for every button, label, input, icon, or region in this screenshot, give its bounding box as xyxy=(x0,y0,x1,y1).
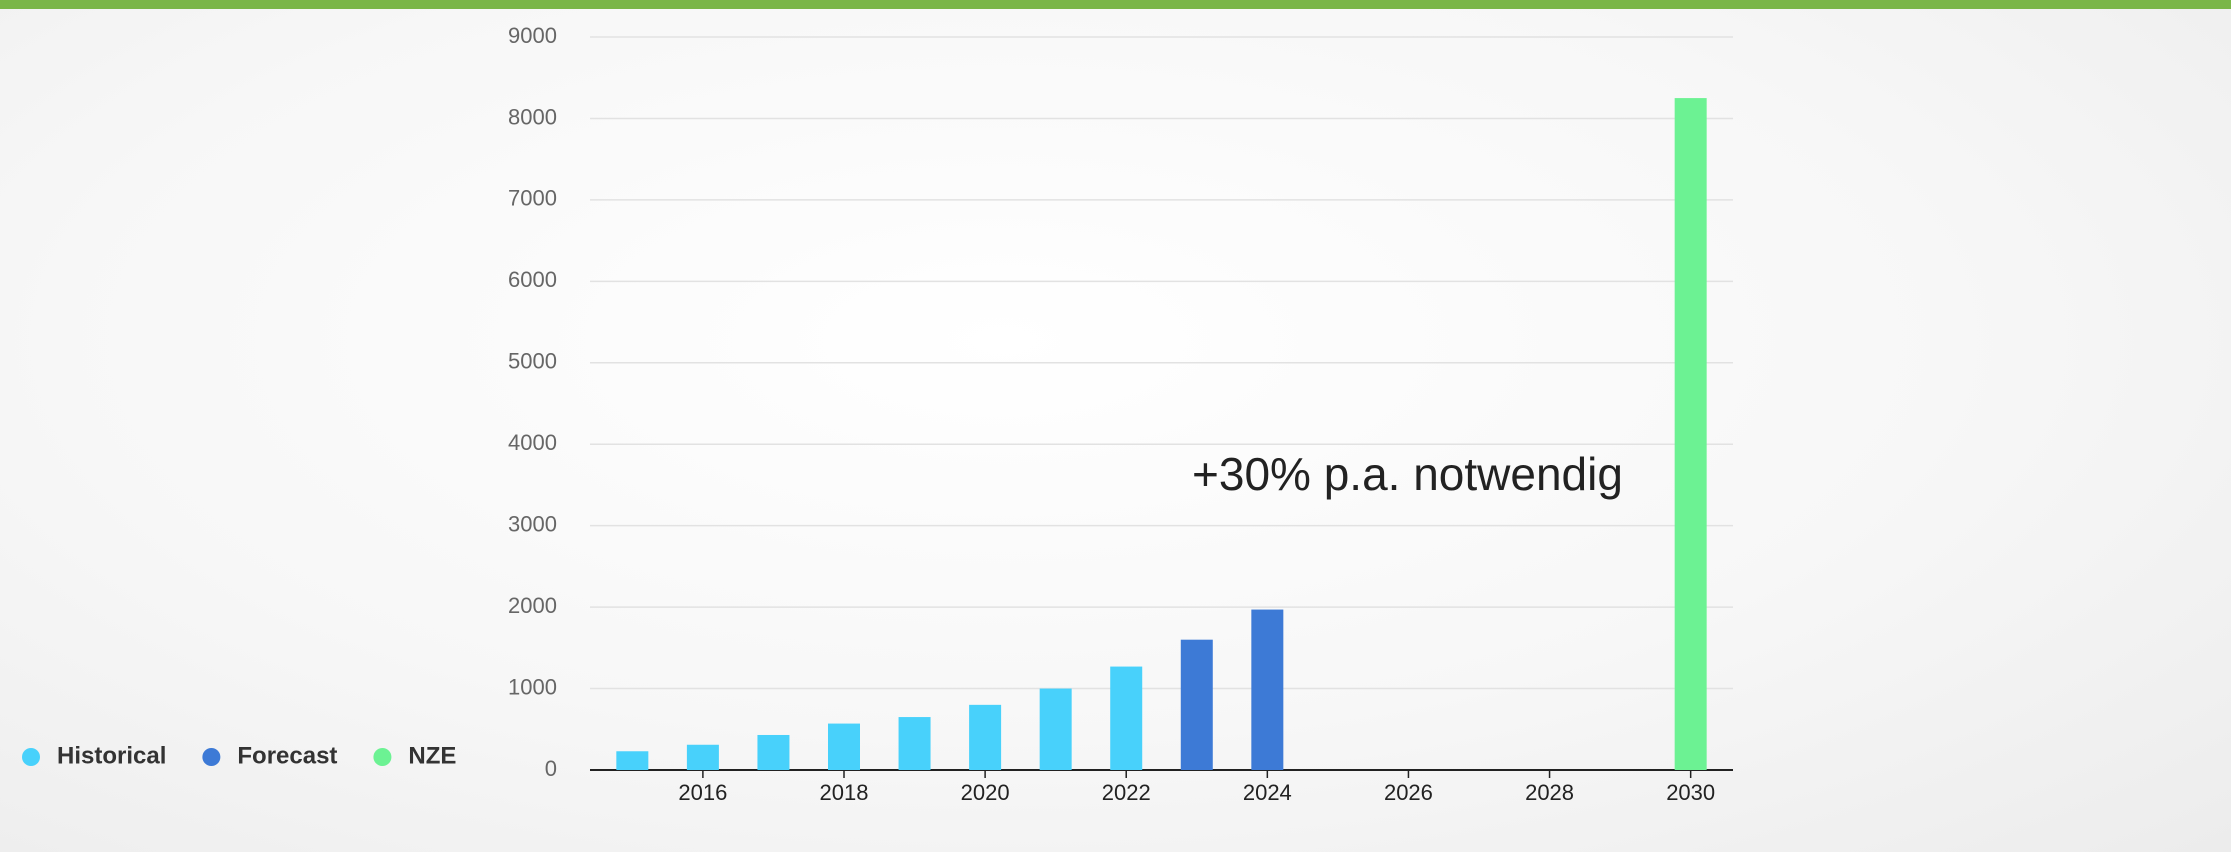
legend-marker xyxy=(202,748,221,766)
annotation: +30% p.a. notwendig xyxy=(1192,448,1623,500)
y-tick-label: 3000 xyxy=(508,511,557,536)
y-tick-label: 1000 xyxy=(508,674,557,699)
bar xyxy=(1674,98,1707,771)
bar xyxy=(969,704,1002,770)
y-tick-label: 2000 xyxy=(508,593,557,618)
legend-label: Historical xyxy=(57,742,166,769)
x-tick-label: 2024 xyxy=(1243,780,1292,805)
bar xyxy=(1039,688,1072,770)
y-tick-label: 5000 xyxy=(508,349,557,374)
top-bar xyxy=(0,0,2231,9)
bar xyxy=(1180,639,1213,770)
legend-marker xyxy=(22,748,40,766)
x-tick-label: 2018 xyxy=(820,780,869,805)
legend-label: Forecast xyxy=(237,742,337,769)
bar xyxy=(757,734,790,770)
bar xyxy=(686,744,719,770)
legend-label: NZE xyxy=(408,742,456,769)
x-tick-label: 2026 xyxy=(1384,780,1433,805)
x-tick-label: 2022 xyxy=(1102,780,1151,805)
y-tick-label: 4000 xyxy=(508,430,557,455)
y-tick-label: 6000 xyxy=(508,267,557,292)
y-tick-label: 0 xyxy=(545,756,557,781)
y-tick-label: 9000 xyxy=(508,23,557,48)
x-tick-label: 2030 xyxy=(1666,780,1715,805)
bar xyxy=(828,723,860,770)
bar xyxy=(1251,609,1284,770)
bar xyxy=(616,751,649,770)
bar xyxy=(898,717,931,770)
x-tick-label: 2020 xyxy=(961,780,1010,805)
x-tick-label: 2016 xyxy=(678,780,727,805)
y-tick-label: 7000 xyxy=(508,186,557,211)
bar xyxy=(1110,666,1143,770)
y-tick-label: 8000 xyxy=(508,104,557,129)
x-tick-label: 2028 xyxy=(1525,780,1574,805)
legend-marker xyxy=(373,748,392,766)
